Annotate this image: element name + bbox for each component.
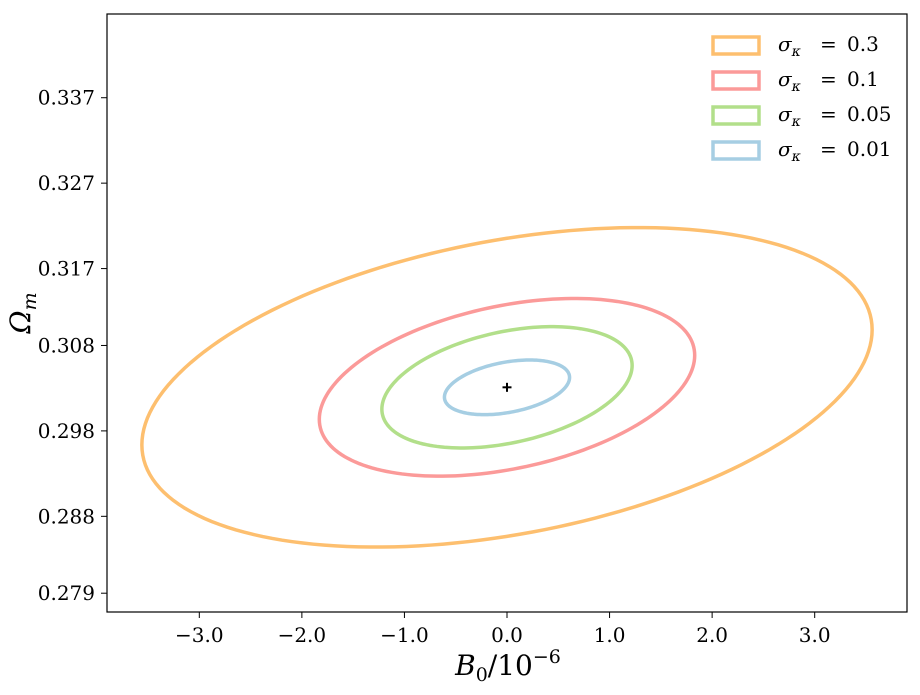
legend-label-2: σκ = 0.1 [778, 67, 879, 95]
x-tick-label: 2.0 [696, 623, 728, 647]
contour-1 [140, 225, 874, 549]
legend-swatch-3 [711, 105, 761, 126]
fiducial-marker [502, 382, 512, 392]
legend-label-3: σκ = 0.05 [778, 102, 892, 130]
legend-swatch-4 [711, 140, 761, 161]
x-tick-label: −1.0 [380, 623, 429, 647]
contour-4 [442, 358, 572, 417]
confidence-contours [140, 225, 874, 549]
y-axis-ticks: 0.279 0.288 0.298 0.308 0.317 0.327 0.337 [38, 86, 107, 605]
legend: σκ = 0.3 σκ = 0.1 σκ = 0.05 σκ = 0.01 [711, 32, 892, 165]
x-tick-label: 1.0 [594, 623, 626, 647]
x-tick-label: 0.0 [491, 623, 523, 647]
legend-swatch-2 [711, 70, 761, 91]
contour-2 [317, 296, 697, 478]
y-tick-label: 0.327 [38, 171, 95, 195]
x-tick-label: 3.0 [799, 623, 831, 647]
y-tick-label: 0.308 [38, 333, 95, 357]
x-axis-label: B0/10−6 [454, 646, 561, 686]
y-tick-label: 0.337 [38, 86, 95, 110]
x-axis-ticks: −3.0 −2.0 −1.0 0.0 1.0 2.0 3.0 [175, 612, 831, 647]
y-tick-label: 0.288 [38, 504, 95, 528]
y-tick-label: 0.317 [38, 257, 95, 281]
contour-3 [380, 324, 634, 450]
x-tick-label: −3.0 [175, 623, 224, 647]
y-tick-label: 0.279 [38, 581, 95, 605]
x-tick-label: −2.0 [278, 623, 327, 647]
legend-label-1: σκ = 0.3 [778, 32, 879, 60]
y-tick-label: 0.298 [38, 419, 95, 443]
legend-label-4: σκ = 0.01 [778, 137, 892, 165]
legend-swatch-1 [711, 35, 761, 56]
y-axis-label: Ωm [4, 292, 41, 334]
